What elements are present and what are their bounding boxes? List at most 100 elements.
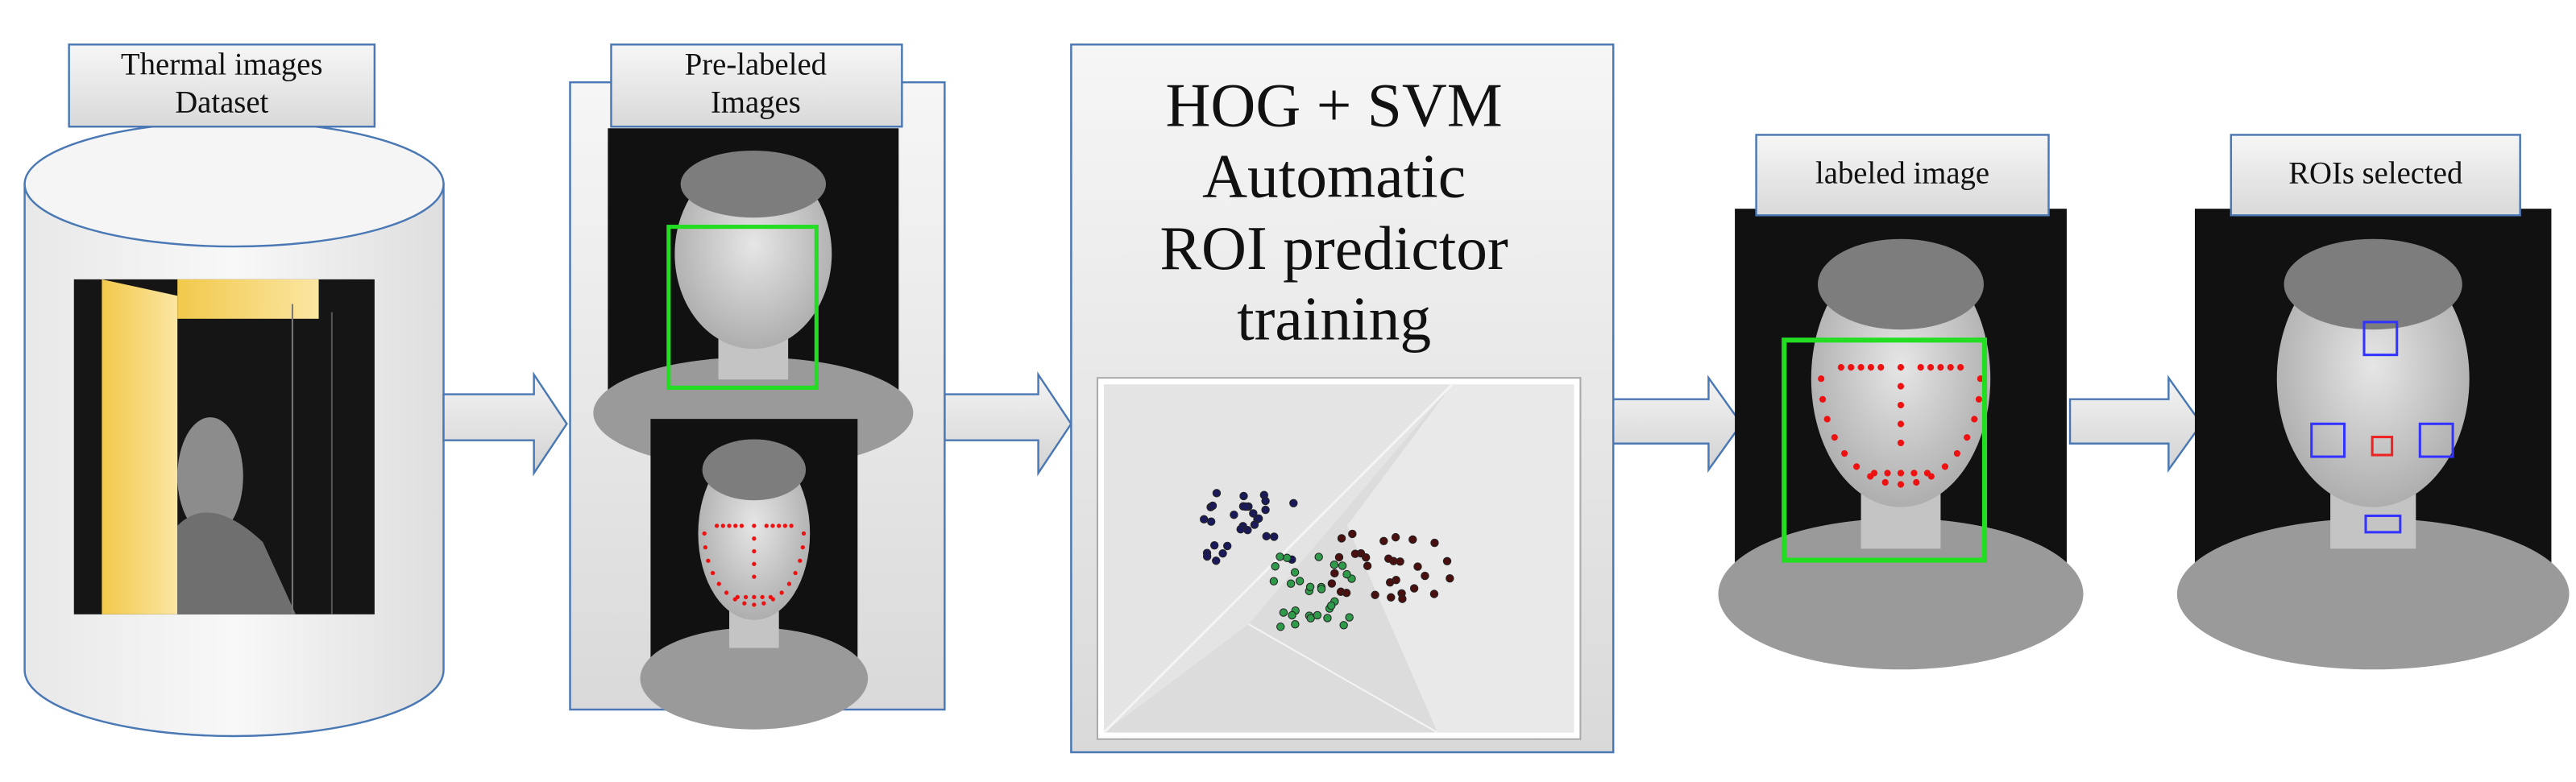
landmark: [703, 544, 708, 550]
landmark: [720, 523, 725, 528]
landmark: [1884, 470, 1891, 477]
landmark: [752, 561, 757, 566]
landmark: [777, 523, 782, 528]
scatter-dot: [1230, 511, 1238, 519]
scatter-dot: [1363, 561, 1372, 570]
landmark: [1941, 463, 1949, 470]
landmark: [801, 531, 807, 536]
scatter-dot: [1371, 590, 1379, 599]
scatter-dot: [1279, 608, 1288, 617]
arrow: [2068, 374, 2203, 474]
scatter-dot: [1250, 520, 1259, 529]
landmark: [1897, 420, 1905, 428]
landmark: [739, 523, 745, 528]
arrow: [944, 371, 1072, 477]
scatter-dot: [1262, 532, 1271, 541]
scatter-dot: [1338, 561, 1347, 570]
landmark: [1897, 401, 1905, 409]
landmark: [1897, 470, 1905, 477]
scatter-dot: [1396, 557, 1404, 566]
scatter-dot: [1430, 538, 1439, 548]
scatter-dot: [1200, 515, 1209, 524]
scatter-dot: [1269, 577, 1279, 585]
landmark: [724, 590, 729, 595]
landmark: [743, 594, 749, 600]
scatter-dot: [1408, 535, 1417, 544]
landmark: [716, 581, 721, 586]
landmark: [1917, 364, 1924, 371]
thermal-face-image: [2176, 209, 2570, 670]
scatter-dot: [1283, 553, 1292, 562]
label-box: [2230, 134, 2521, 217]
node-label: Dataset: [175, 85, 268, 120]
landmark: [789, 523, 794, 528]
landmark: [1897, 439, 1905, 447]
landmark: [764, 523, 769, 528]
node-label: Images: [711, 85, 801, 120]
scatter-dot: [1291, 619, 1300, 629]
landmark: [793, 570, 798, 576]
landmark: [1910, 470, 1918, 477]
hair: [1818, 238, 1984, 330]
scatter-dot: [1342, 569, 1351, 579]
scatter-dot: [1334, 552, 1344, 562]
scatter-dot: [1329, 561, 1339, 569]
landmark: [1971, 416, 1978, 423]
landmark: [768, 594, 774, 600]
landmark: [1819, 395, 1827, 403]
scatter-dot: [1327, 601, 1336, 610]
roi-box: [2371, 436, 2394, 457]
scatter-dot: [1342, 589, 1351, 598]
label-box: [610, 43, 903, 128]
arrow: [442, 371, 568, 477]
landmark: [752, 574, 757, 579]
landmark: [779, 590, 784, 595]
scatter-dot: [1276, 552, 1284, 561]
landmark: [1823, 416, 1831, 423]
scatter-dot: [1421, 571, 1429, 581]
scatter-dot: [1330, 569, 1339, 578]
scatter-dot: [1271, 562, 1280, 571]
shoulders: [2176, 518, 2570, 670]
landmark: [752, 523, 757, 528]
landmark: [742, 601, 747, 606]
node-label: training: [1237, 284, 1431, 354]
scatter-dot: [1212, 557, 1221, 565]
landmark: [1897, 481, 1905, 488]
scatter-dot: [1339, 621, 1348, 630]
landmark: [1897, 383, 1905, 390]
scatter-dot: [1290, 568, 1300, 577]
roi-box: [2362, 321, 2399, 357]
landmark: [733, 523, 738, 528]
scatter-dot: [1289, 499, 1298, 508]
landmark: [1837, 364, 1844, 371]
scatter-dot: [1391, 532, 1400, 542]
landmark: [710, 570, 716, 576]
scatter-dot: [1286, 579, 1296, 588]
scatter-dot: [1384, 554, 1393, 563]
landmark: [1877, 364, 1885, 371]
landmark: [1897, 364, 1905, 371]
scatter-dot: [1337, 534, 1346, 543]
landmark: [706, 558, 711, 563]
landmark: [782, 523, 788, 528]
scatter-dot: [1236, 525, 1245, 534]
landmark: [1881, 478, 1889, 486]
scatter-dot: [1261, 496, 1270, 506]
landmark: [1818, 375, 1825, 383]
roi-box: [2310, 422, 2346, 458]
scatter-dot: [1387, 593, 1396, 602]
thermal-face-image: [593, 128, 914, 470]
face-box: [666, 225, 819, 390]
roi-box: [2364, 514, 2402, 534]
landmark: [752, 602, 757, 607]
scatter-dot: [1409, 584, 1419, 593]
scatter-dot: [1350, 549, 1360, 558]
scatter-dot: [1317, 585, 1326, 594]
scatter-dot: [1314, 552, 1323, 561]
scatter-dot: [1239, 491, 1248, 501]
scatter-dot: [1345, 613, 1354, 622]
node-label: HOG + SVM: [1165, 71, 1502, 140]
landmark: [752, 548, 757, 554]
